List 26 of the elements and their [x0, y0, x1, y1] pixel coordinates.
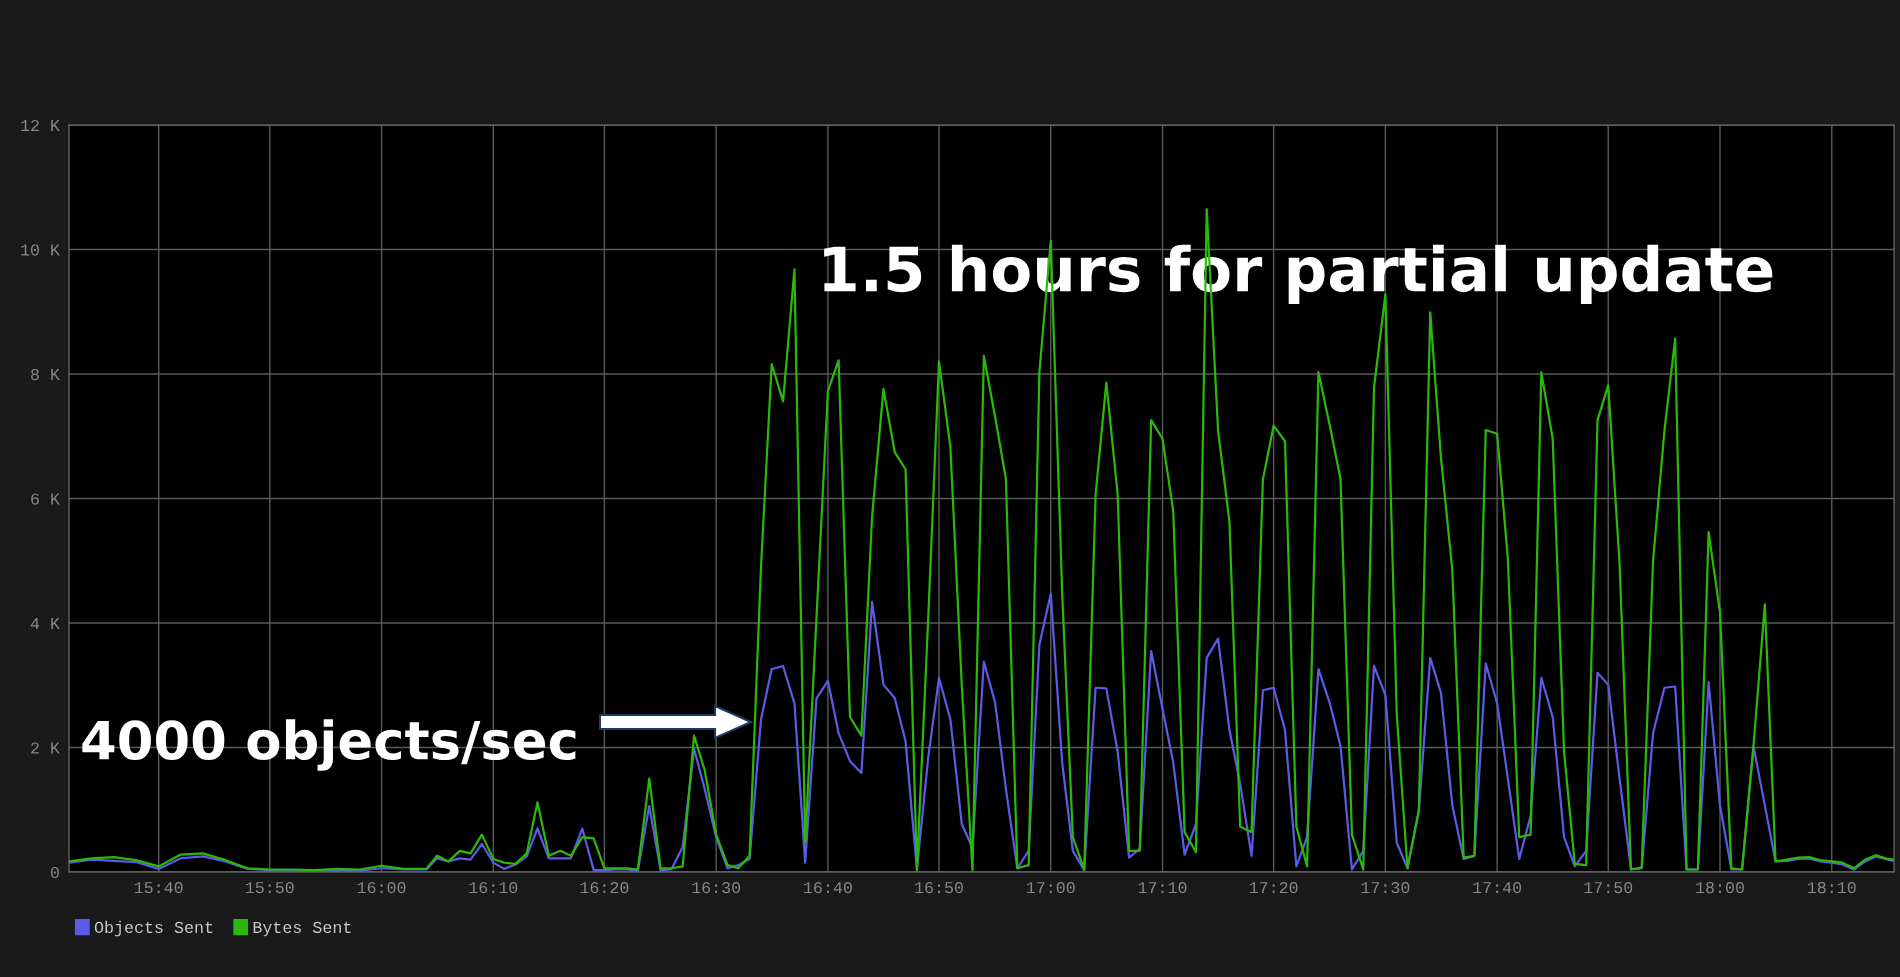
x-tick-label: 15:40	[134, 881, 183, 894]
legend-label: Bytes Sent	[253, 921, 351, 937]
x-tick-label: 16:10	[469, 881, 518, 894]
y-tick-label: 10 K	[21, 244, 60, 256]
x-tick-label: 18:00	[1696, 881, 1744, 894]
x-tick-label: 16:40	[804, 881, 852, 894]
y-tick-label: 0	[50, 866, 59, 879]
x-tick-label: 16:20	[580, 881, 629, 894]
x-tick-label: 17:50	[1584, 881, 1633, 894]
x-tick-label: 18:10	[1807, 881, 1856, 894]
x-tick-label: 16:00	[357, 881, 406, 894]
y-tick-label: 2 K	[31, 742, 60, 754]
y-tick-label: 6 K	[31, 493, 60, 505]
y-tick-label: 4 K	[30, 618, 60, 630]
x-tick-label: 15:50	[245, 881, 294, 894]
x-tick-label: 17:10	[1138, 881, 1187, 894]
x-tick-label: 16:50	[915, 881, 963, 894]
x-tick-label: 17:40	[1473, 881, 1522, 894]
x-tick-label: 17:20	[1249, 881, 1298, 894]
y-tick-label: 8 K	[31, 368, 60, 381]
x-tick-label: 17:00	[1026, 881, 1075, 894]
x-tick-label: 17:30	[1361, 881, 1410, 894]
legend-label: Objects Sent	[94, 920, 213, 937]
y-tick-label: 12 K	[21, 119, 60, 132]
x-tick-label: 16:30	[692, 881, 741, 894]
annotation: 4000 objects/sec	[82, 719, 576, 771]
